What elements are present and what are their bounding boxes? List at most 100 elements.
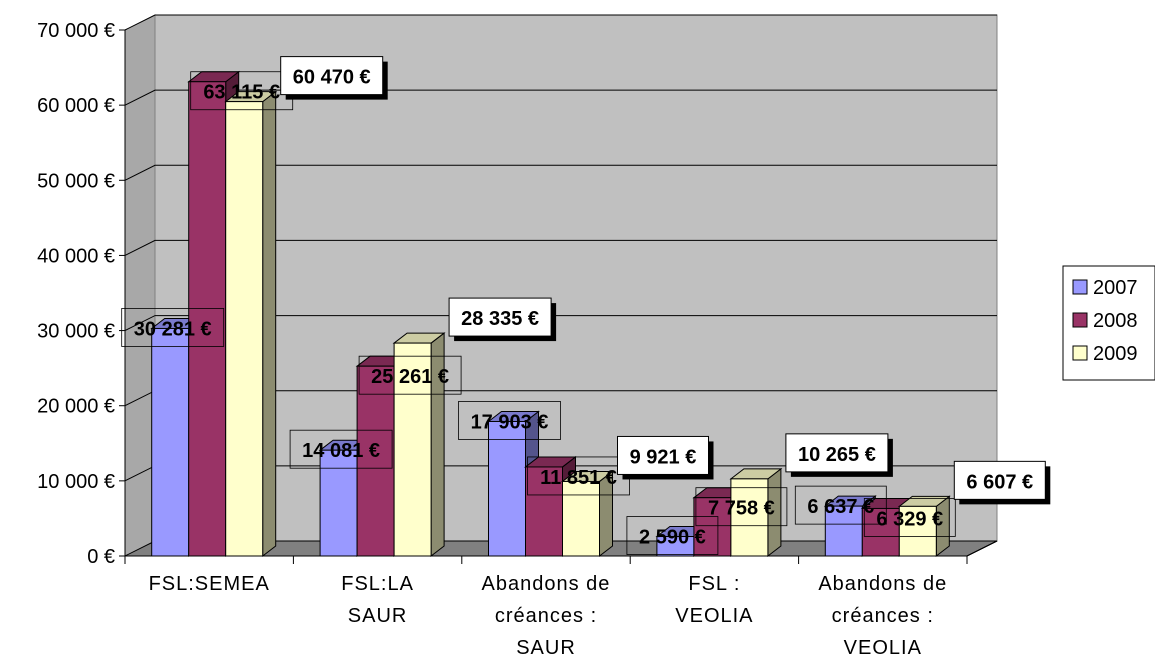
bar-side bbox=[262, 90, 277, 558]
x-category-label: Abandons de bbox=[482, 573, 611, 595]
bar-front bbox=[861, 507, 900, 557]
label-box bbox=[280, 56, 384, 96]
data-label-text: 30 281 € bbox=[134, 318, 212, 340]
bar-front bbox=[151, 327, 190, 557]
data-label-text: 9 921 € bbox=[630, 446, 697, 468]
x-category-label: FSL:LA bbox=[341, 573, 414, 595]
data-label-2009: 9 921 € bbox=[617, 435, 714, 480]
data-label-2008: 7 758 € bbox=[695, 487, 788, 527]
data-label-text: 17 903 € bbox=[471, 411, 549, 433]
chart-side-wall bbox=[124, 14, 156, 557]
data-label-2009: 28 335 € bbox=[448, 297, 557, 342]
gridline bbox=[124, 315, 997, 332]
bar-front bbox=[824, 505, 863, 557]
label-box bbox=[617, 435, 709, 475]
x-category-label: créances : bbox=[832, 605, 934, 627]
data-label-2009: 6 607 € bbox=[953, 460, 1051, 505]
data-label-text: 6 329 € bbox=[876, 508, 943, 530]
bar-front bbox=[525, 466, 563, 557]
x-category-label: VEOLIA bbox=[675, 605, 753, 627]
y-tick-label: 60 000 € bbox=[37, 95, 115, 117]
data-label-text: 10 265 € bbox=[798, 444, 876, 466]
bar-front bbox=[693, 497, 732, 557]
data-label-text: 14 081 € bbox=[302, 440, 380, 462]
legend-swatch bbox=[1072, 345, 1088, 361]
label-box bbox=[121, 308, 225, 347]
x-category-label: FSL:SEMEA bbox=[149, 573, 270, 595]
data-label-2009: 10 265 € bbox=[785, 433, 893, 477]
label-box bbox=[863, 498, 956, 537]
y-tick-label: 40 000 € bbox=[37, 245, 115, 267]
data-label-text: 60 470 € bbox=[293, 67, 371, 89]
data-label-2007: 2 590 € bbox=[626, 516, 719, 555]
gridline bbox=[124, 14, 997, 31]
bar-2009 bbox=[224, 90, 278, 558]
data-label-text: 6 607 € bbox=[966, 471, 1033, 493]
data-label-text: 6 637 € bbox=[807, 496, 874, 518]
bar-front bbox=[393, 342, 432, 557]
data-label-2007: 6 637 € bbox=[794, 485, 887, 525]
x-category-label: SAUR bbox=[348, 605, 408, 627]
x-category-label: VEOLIA bbox=[844, 637, 922, 659]
data-label-2008: 25 261 € bbox=[358, 355, 462, 395]
y-tick-label: 20 000 € bbox=[37, 396, 115, 418]
x-axis-depth-line bbox=[966, 540, 998, 557]
label-box bbox=[785, 433, 889, 473]
data-label-2008: 6 329 € bbox=[863, 498, 956, 537]
legend-item-2007: 2007 bbox=[1072, 277, 1138, 299]
legend-swatch bbox=[1072, 312, 1088, 328]
y-tick-label: 50 000 € bbox=[37, 170, 115, 192]
data-label-text: 11 851 € bbox=[540, 467, 617, 489]
x-category-label: Abandons de bbox=[818, 573, 947, 595]
label-box bbox=[953, 460, 1046, 500]
legend-label: 2007 bbox=[1093, 277, 1138, 299]
label-box bbox=[289, 429, 393, 469]
x-category-label: SAUR bbox=[516, 637, 576, 659]
legend-item-2009: 2009 bbox=[1072, 343, 1138, 365]
bar-front bbox=[225, 101, 264, 557]
bar-front bbox=[188, 81, 227, 557]
bar-2009 bbox=[897, 495, 951, 558]
data-label-text: 25 261 € bbox=[371, 366, 449, 388]
bars bbox=[150, 70, 951, 558]
data-label-text: 7 758 € bbox=[708, 498, 775, 520]
bar-front bbox=[319, 449, 358, 557]
label-box bbox=[695, 487, 788, 527]
data-label-2007: 17 903 € bbox=[458, 401, 561, 440]
legend-label: 2009 bbox=[1093, 343, 1138, 365]
bar-2009 bbox=[729, 467, 783, 558]
data-labels: 30 281 € 63 115 € 60 470 € 14 081 € 25 261 €… bbox=[121, 56, 1051, 555]
data-label-2007: 14 081 € bbox=[289, 429, 393, 469]
bar-2009 bbox=[561, 470, 614, 558]
data-label-text: 2 590 € bbox=[639, 527, 706, 549]
data-label-2009: 60 470 € bbox=[280, 56, 388, 100]
label-box bbox=[458, 401, 561, 440]
gridline bbox=[124, 89, 997, 106]
bar-front bbox=[488, 420, 526, 557]
bar-front bbox=[898, 505, 937, 557]
label-box bbox=[794, 485, 887, 525]
data-label-2007: 30 281 € bbox=[121, 308, 225, 347]
legend-item-2008: 2008 bbox=[1072, 310, 1138, 332]
legend-swatch bbox=[1072, 279, 1088, 295]
bar-front bbox=[562, 480, 600, 557]
y-tick-label: 0 € bbox=[87, 546, 115, 568]
y-axis: 0 € 10 000 € 20 000 € 30 000 € 40 000 € 50 00… bbox=[37, 20, 126, 568]
label-box bbox=[448, 297, 552, 337]
bar-2008 bbox=[692, 486, 746, 558]
x-category-label: créances : bbox=[495, 605, 597, 627]
legend-label: 2008 bbox=[1093, 310, 1138, 332]
gridline bbox=[124, 239, 997, 256]
bar-front bbox=[730, 478, 769, 557]
x-axis: FSL:SEMEA FSL:LA SAUR Abandons de créances :… bbox=[124, 540, 998, 659]
y-tick-label: 70 000 € bbox=[37, 20, 115, 42]
bar-2009 bbox=[392, 332, 446, 558]
data-label-text: 28 335 € bbox=[461, 308, 539, 330]
data-label-text: 63 115 € bbox=[203, 82, 280, 104]
y-tick-label: 30 000 € bbox=[37, 321, 115, 343]
x-category-label: FSL : bbox=[688, 573, 740, 595]
gridlines bbox=[124, 14, 997, 482]
legend: 2007 2008 2009 bbox=[1062, 265, 1155, 381]
label-box bbox=[626, 516, 719, 555]
